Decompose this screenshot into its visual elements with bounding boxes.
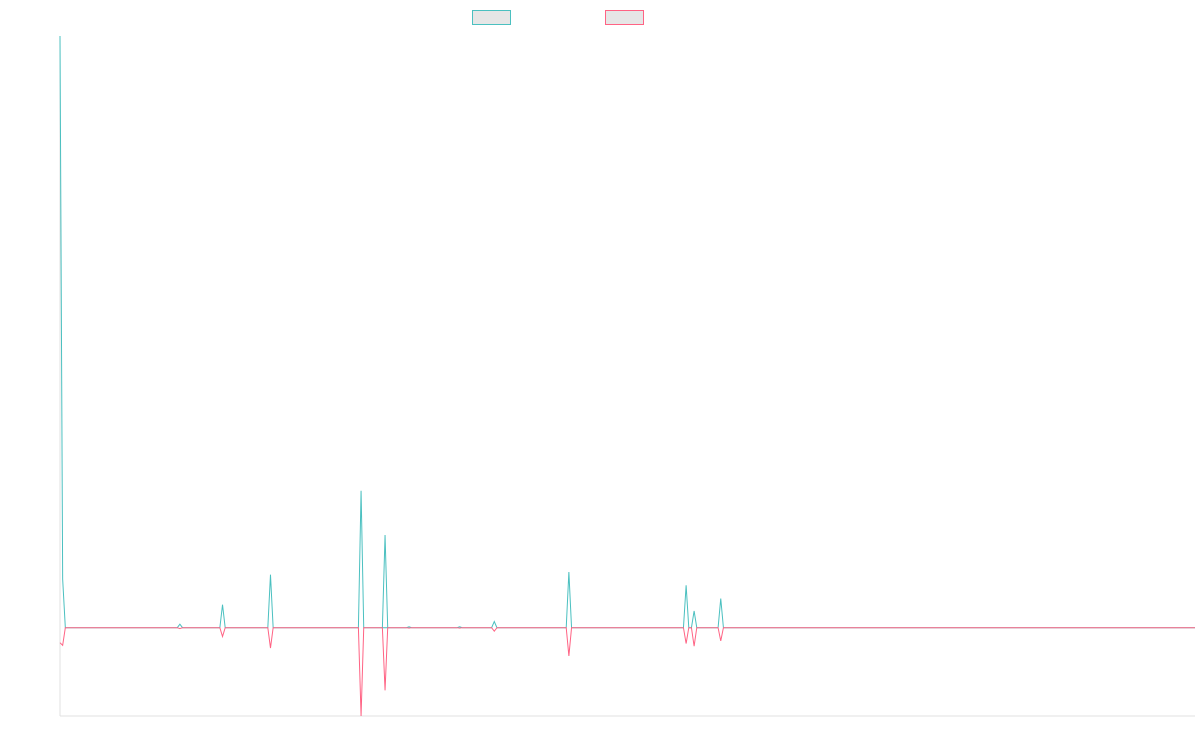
legend-swatch-series-1[interactable] [472, 10, 511, 25]
series-line-1 [59, 35, 1195, 629]
series-line-2 [59, 627, 1195, 717]
legend-swatch-series-2[interactable] [605, 10, 644, 25]
